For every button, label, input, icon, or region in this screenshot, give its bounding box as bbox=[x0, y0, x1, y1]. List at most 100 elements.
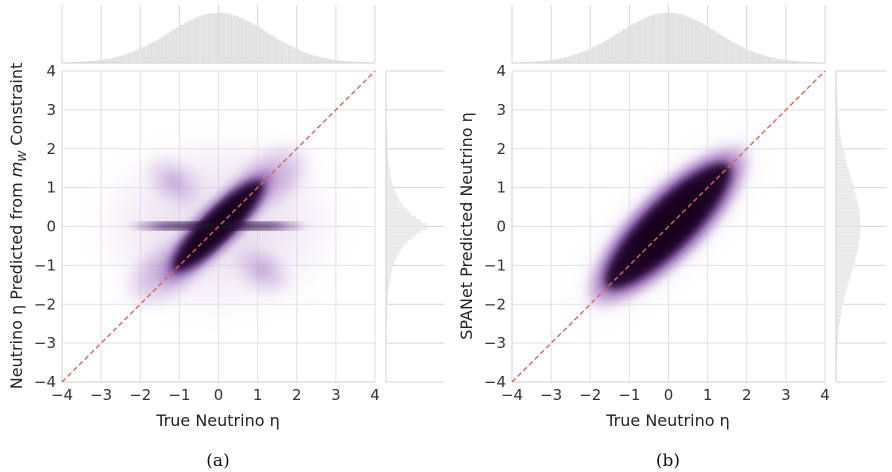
marginal-bar bbox=[671, 13, 676, 64]
panel-b-caption: (b) bbox=[656, 451, 680, 471]
marginal-bar bbox=[385, 202, 402, 206]
marginal-bar bbox=[741, 47, 745, 64]
marginal-bar bbox=[218, 12, 222, 64]
marginal-bar bbox=[267, 33, 271, 64]
panel-a-plot-area bbox=[61, 70, 376, 383]
marginal-bar bbox=[717, 33, 721, 64]
marginal-bar bbox=[640, 19, 644, 64]
panel-a-top-marginal bbox=[61, 5, 376, 64]
marginal-bar bbox=[557, 58, 561, 64]
x-tick-label: 1 bbox=[253, 386, 263, 404]
marginal-bar bbox=[835, 271, 852, 275]
marginal-bar bbox=[385, 271, 392, 275]
marginal-bar bbox=[772, 58, 776, 64]
marginal-bar bbox=[385, 195, 398, 199]
marginal-bar bbox=[723, 37, 728, 64]
marginal-bar bbox=[682, 15, 686, 64]
marginal-bar bbox=[284, 43, 288, 64]
marginal-bar bbox=[385, 243, 405, 247]
marginal-bar bbox=[835, 153, 845, 158]
marginal-bar bbox=[253, 25, 257, 64]
marginal-bar bbox=[692, 19, 696, 64]
marginal-bar bbox=[159, 37, 163, 64]
marginal-bar bbox=[577, 53, 582, 64]
marginal-bar bbox=[291, 47, 295, 64]
marginal-bar bbox=[835, 233, 860, 237]
marginal-bar bbox=[173, 29, 177, 64]
marginal-bar bbox=[294, 48, 299, 64]
marginal-bar bbox=[162, 35, 166, 64]
x-tick-label: 1 bbox=[703, 386, 713, 404]
x-tick-label: −3 bbox=[540, 386, 562, 404]
panel-a-reference-line bbox=[61, 70, 376, 383]
marginal-bar bbox=[114, 57, 118, 64]
marginal-bar bbox=[260, 29, 264, 64]
y-tick-label: 2 bbox=[496, 140, 506, 158]
marginal-bar bbox=[315, 56, 319, 64]
panel-a-density bbox=[68, 116, 368, 336]
y-tick-label: −1 bbox=[484, 256, 506, 274]
y-tick-label: 0 bbox=[46, 218, 56, 236]
marginal-bar bbox=[769, 57, 773, 64]
x-tick-label: −1 bbox=[168, 386, 190, 404]
marginal-bar bbox=[180, 25, 184, 64]
marginal-bar bbox=[835, 160, 847, 164]
marginal-bar bbox=[835, 285, 848, 289]
marginal-bar bbox=[385, 171, 390, 175]
x-tick-label: −1 bbox=[618, 386, 640, 404]
marginal-bar bbox=[637, 21, 641, 64]
panel-b-plot-area bbox=[511, 70, 826, 383]
marginal-bar bbox=[567, 56, 571, 64]
x-tick-label: 0 bbox=[214, 386, 224, 404]
marginal-bar bbox=[835, 205, 859, 209]
marginal-bar bbox=[138, 48, 142, 64]
marginal-bar bbox=[197, 16, 201, 64]
marginal-bar bbox=[385, 240, 408, 244]
marginal-bar bbox=[720, 35, 724, 64]
y-tick-label: −4 bbox=[34, 373, 56, 391]
x-tick-label: −2 bbox=[579, 386, 601, 404]
marginal-bar bbox=[703, 25, 707, 64]
y-tick-label: 4 bbox=[496, 62, 506, 80]
marginal-bar bbox=[385, 212, 412, 216]
x-tick-label: −4 bbox=[51, 386, 73, 404]
marginal-bar bbox=[776, 58, 780, 64]
marginal-bar bbox=[835, 129, 840, 133]
marginal-bar bbox=[835, 288, 847, 292]
marginal-bar bbox=[616, 33, 620, 64]
x-tick-label: −3 bbox=[90, 386, 112, 404]
marginal-bar bbox=[835, 278, 850, 282]
marginal-bar bbox=[685, 16, 689, 64]
marginal-bar bbox=[644, 17, 648, 64]
marginal-bar bbox=[183, 23, 187, 64]
marginal-bar bbox=[385, 191, 396, 196]
marginal-bar bbox=[668, 12, 672, 64]
marginal-bar bbox=[214, 12, 219, 64]
y-tick-label: −3 bbox=[484, 334, 506, 352]
marginal-bar bbox=[605, 39, 609, 64]
marginal-bar bbox=[385, 278, 390, 282]
y-tick-label: −2 bbox=[34, 295, 56, 313]
x-tick-label: −4 bbox=[501, 386, 523, 404]
marginal-bar bbox=[835, 222, 861, 227]
marginal-bar bbox=[758, 54, 762, 64]
marginal-bar bbox=[277, 39, 281, 64]
marginal-bar bbox=[765, 56, 769, 64]
marginal-bar bbox=[322, 58, 326, 64]
marginal-bar bbox=[835, 133, 841, 137]
panel-b-y-axis-label: SPANet Predicted Neutrino η bbox=[457, 112, 476, 340]
marginal-bar bbox=[835, 226, 861, 230]
marginal-bar bbox=[385, 229, 421, 234]
marginal-bar bbox=[664, 12, 669, 64]
marginal-bar bbox=[835, 229, 861, 234]
panel-b-right-marginal bbox=[835, 70, 886, 383]
marginal-bar bbox=[835, 215, 860, 220]
marginal-bar bbox=[385, 226, 427, 230]
marginal-bar bbox=[270, 35, 274, 64]
marginal-bar bbox=[647, 16, 651, 64]
marginal-bar bbox=[273, 37, 278, 64]
marginal-bar bbox=[654, 14, 658, 64]
marginal-bar bbox=[194, 17, 198, 64]
y-tick-label: 3 bbox=[496, 101, 506, 119]
marginal-bar bbox=[661, 13, 665, 64]
